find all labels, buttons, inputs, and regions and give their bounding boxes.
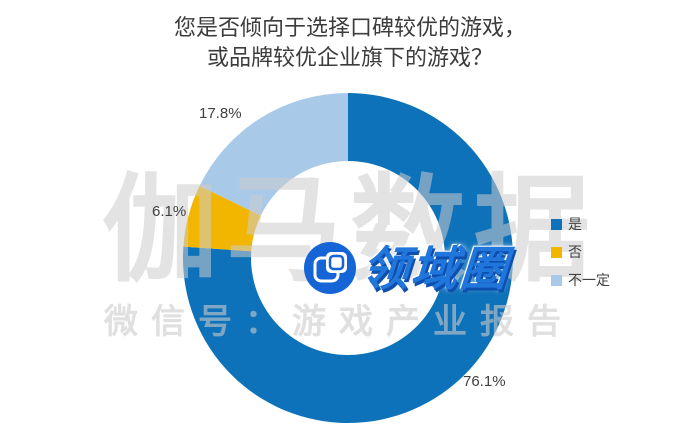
donut-slice-0[interactable] xyxy=(182,93,513,423)
data-label-yes: 76.1% xyxy=(463,373,506,390)
legend: 是 否 不一定 xyxy=(551,217,610,301)
legend-swatch-yes xyxy=(551,219,562,230)
legend-item-no[interactable]: 否 xyxy=(551,245,610,260)
data-label-no: 6.1% xyxy=(152,203,187,220)
chart-title: 您是否倾向于选择口碑较优的游戏， 或品牌较优企业旗下的游戏？ xyxy=(0,13,700,73)
data-label-notsure: 17.8% xyxy=(199,105,242,122)
chart-title-line2: 或品牌较优企业旗下的游戏？ xyxy=(206,45,493,70)
chart-title-line1: 您是否倾向于选择口碑较优的游戏， xyxy=(173,15,526,40)
legend-label-notsure: 不一定 xyxy=(568,272,610,288)
logo-text: 领域圈 xyxy=(360,241,511,295)
legend-label-yes: 是 xyxy=(568,216,582,232)
lingyuquan-logo: 领域圈 xyxy=(303,241,511,295)
legend-item-notsure[interactable]: 不一定 xyxy=(551,273,610,288)
legend-label-no: 否 xyxy=(568,244,582,260)
legend-swatch-no xyxy=(551,247,562,258)
donut-slice-2[interactable] xyxy=(199,93,348,216)
logo-overlapping-squares-icon xyxy=(304,242,356,294)
legend-swatch-notsure xyxy=(551,275,562,286)
legend-item-yes[interactable]: 是 xyxy=(551,217,610,232)
donut-slice-1[interactable] xyxy=(183,185,261,252)
